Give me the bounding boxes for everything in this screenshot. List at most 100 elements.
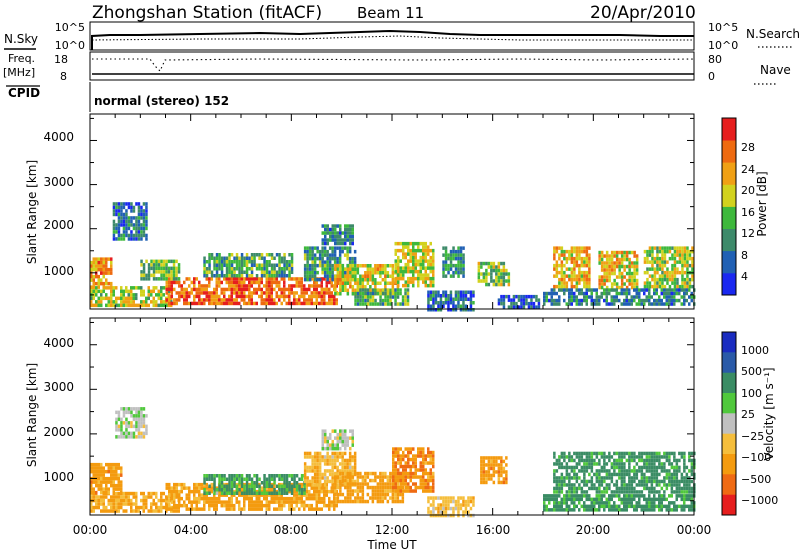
power-cell (497, 272, 501, 276)
velocity-cell (278, 488, 281, 492)
velocity-cell (553, 501, 556, 505)
velocity-cell (454, 499, 458, 504)
velocity-cell (280, 496, 283, 501)
power-cell (298, 301, 301, 306)
power-cell (137, 212, 141, 217)
power-cell (225, 256, 229, 260)
power-cell (117, 226, 121, 231)
velocity-cell (318, 465, 322, 470)
power-cell (371, 298, 375, 303)
power-cell (427, 259, 430, 263)
power-cell (565, 281, 569, 285)
velocity-cell (100, 480, 103, 484)
power-cell (110, 285, 113, 289)
power-cell (137, 202, 141, 206)
power-cell (248, 298, 251, 302)
power-cell (397, 241, 400, 246)
velocity-cell (399, 464, 402, 469)
velocity-cell (595, 497, 598, 502)
velocity-cell (285, 481, 289, 485)
power-cell (457, 304, 460, 308)
velocity-cell (635, 462, 639, 466)
power-cell (598, 295, 601, 299)
power-cell (675, 298, 678, 303)
power-cell (685, 291, 688, 296)
power-cell (341, 285, 345, 289)
power-cell (361, 291, 365, 296)
velocity-cell (361, 485, 365, 490)
velocity-cell (608, 497, 611, 502)
velocity-cell (255, 491, 259, 495)
velocity-cell (402, 454, 405, 458)
power-cell (452, 274, 455, 278)
power-cell (218, 263, 221, 267)
velocity-cell (580, 469, 584, 473)
velocity-cell (283, 488, 286, 492)
nsearch-label: N.Search (746, 27, 800, 41)
velocity-cell (105, 487, 108, 491)
velocity-cell (270, 500, 273, 504)
power-cell (502, 279, 506, 283)
velocity-cell (306, 476, 309, 480)
power-cell (417, 262, 420, 267)
velocity-cell (628, 472, 631, 477)
velocity-cell (650, 465, 654, 470)
velocity-cell (193, 493, 196, 497)
velocity-cell (325, 486, 328, 490)
velocity-cell (432, 454, 435, 458)
power-cell (648, 274, 652, 278)
power-cell (449, 297, 453, 301)
velocity-cell (675, 458, 679, 463)
velocity-cell (238, 474, 241, 478)
velocity-cell (429, 513, 433, 518)
velocity-cell (115, 505, 118, 510)
velocity-cell (142, 495, 145, 499)
power-cell (673, 253, 677, 257)
power-cell (326, 263, 329, 268)
power-cell (497, 282, 501, 287)
power-cell (575, 246, 579, 250)
velocity-cell (412, 447, 415, 451)
velocity-cell (623, 451, 626, 456)
power-cell (238, 277, 241, 281)
power-cell (323, 277, 326, 281)
power-cell (107, 281, 110, 286)
power-cell (305, 301, 308, 306)
velocity-cell (497, 466, 501, 471)
power-cell (580, 302, 583, 306)
velocity-cell (364, 475, 367, 479)
power-cell (240, 274, 244, 278)
velocity-cell (480, 473, 483, 478)
power-cell (243, 284, 246, 288)
power-cell (228, 301, 231, 306)
power-cell (338, 253, 342, 257)
velocity-cell (462, 510, 465, 514)
power-cell (397, 273, 400, 277)
power-cell (344, 231, 347, 235)
power-cell (170, 291, 173, 295)
power-cell (671, 270, 674, 275)
power-cell (399, 273, 402, 277)
power-cell (613, 261, 616, 265)
velocity-cell (248, 507, 251, 511)
power-cell (122, 226, 126, 231)
power-cell (545, 298, 548, 303)
power-cell (331, 274, 334, 278)
velocity-cell (386, 485, 390, 490)
velocity-cell (293, 477, 296, 481)
velocity-cell (615, 465, 619, 470)
power-cell (278, 284, 281, 288)
velocity-cell (603, 469, 606, 473)
power-cell (157, 277, 161, 281)
velocity-cell (228, 491, 231, 495)
power-cell (155, 266, 158, 271)
velocity-cell (588, 508, 591, 512)
power-cell (389, 274, 392, 278)
power-cell (336, 241, 339, 246)
velocity-cell (412, 475, 415, 479)
power-cell (145, 223, 148, 227)
velocity-cell (233, 484, 236, 488)
power-cell (600, 268, 604, 272)
velocity-cell (374, 485, 377, 490)
velocity-cell (500, 470, 503, 474)
